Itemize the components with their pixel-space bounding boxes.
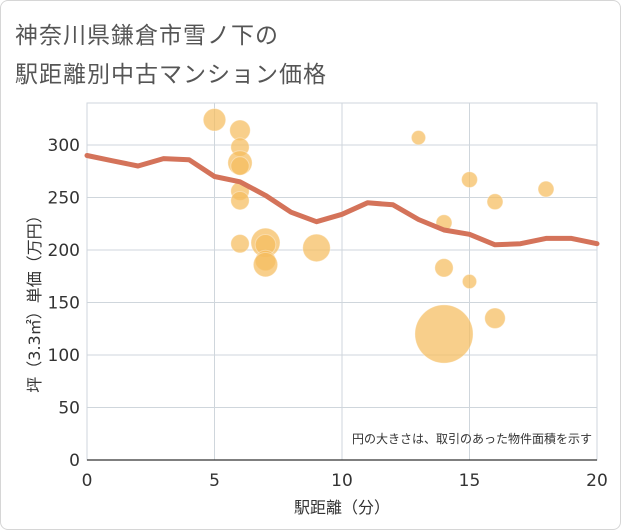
bubble (434, 258, 454, 278)
x-tick-label: 15 (459, 471, 481, 491)
bubbles-layer (202, 108, 555, 364)
bubble (461, 273, 478, 290)
x-tick-label: 10 (331, 471, 353, 491)
y-tick-label: 250 (48, 189, 80, 209)
bubble (537, 180, 555, 198)
chart-title-line2: 駅距離別中古マンション価格 (15, 62, 327, 88)
bubble (252, 252, 279, 278)
y-tick-label: 150 (48, 294, 80, 314)
bubble (202, 108, 227, 132)
x-tick-label: 5 (209, 471, 220, 491)
bubble (230, 234, 250, 254)
bubble (486, 193, 504, 211)
bubble (414, 304, 474, 364)
chart-title-line1: 神奈川県鎌倉市雪ノ下の (15, 23, 279, 49)
bubble (410, 130, 427, 146)
y-tick-label: 100 (48, 346, 80, 366)
x-axis-title: 駅距離（分） (294, 498, 390, 517)
x-tick-label: 20 (586, 471, 608, 491)
y-axis-title: 坪（3.3㎡）単価（万円） (25, 207, 44, 392)
size-note: 円の大きさは、取引のあった物件面積を示す (352, 431, 592, 446)
bubble (230, 156, 250, 176)
bubble (484, 307, 506, 330)
y-tick-label: 200 (48, 241, 80, 261)
y-tick-labels: 0 50 100 150 200 250 300 (48, 136, 80, 471)
y-tick-label: 0 (69, 451, 80, 471)
y-tick-label: 50 (58, 399, 80, 419)
trend-line (84, 153, 600, 248)
bubble (230, 190, 250, 211)
y-tick-label: 300 (48, 136, 80, 156)
bubble (302, 233, 331, 263)
bubble (461, 171, 478, 189)
x-tick-labels: 0 5 10 15 20 (82, 471, 608, 491)
x-tick-label: 0 (82, 471, 93, 491)
